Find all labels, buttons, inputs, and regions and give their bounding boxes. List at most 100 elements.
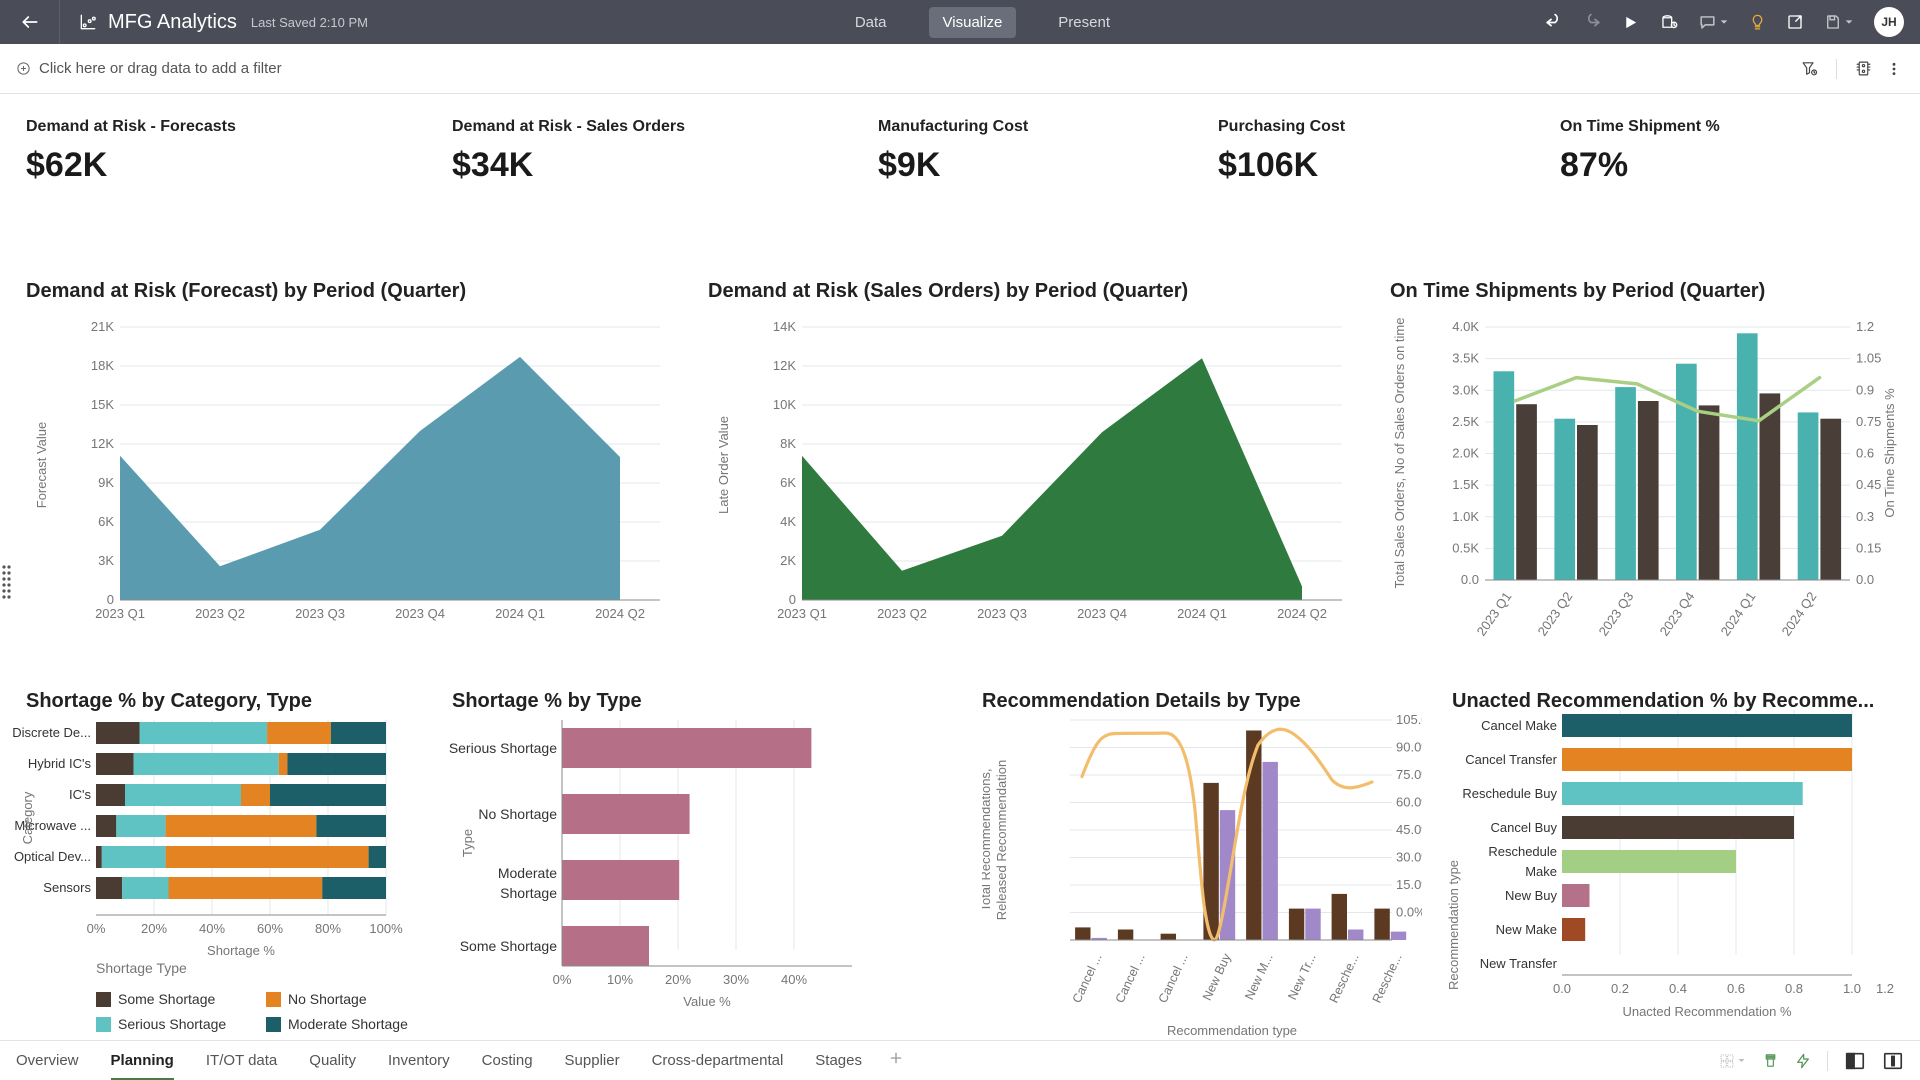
svg-text:Some Shortage: Some Shortage xyxy=(118,991,215,1007)
svg-text:Reschedule: Reschedule xyxy=(1488,844,1557,859)
svg-text:Forecast Value: Forecast Value xyxy=(34,422,49,508)
svg-text:12K: 12K xyxy=(91,436,114,451)
svg-text:Some Shortage: Some Shortage xyxy=(460,938,557,954)
svg-text:0.4: 0.4 xyxy=(1669,981,1687,996)
svg-text:Shortage %: Shortage % xyxy=(207,943,275,958)
svg-text:2023 Q4: 2023 Q4 xyxy=(1077,606,1127,621)
svg-text:Reschedule Buy: Reschedule Buy xyxy=(1462,786,1557,801)
svg-text:60%: 60% xyxy=(257,921,283,936)
svg-text:10K: 10K xyxy=(773,397,796,412)
svg-text:3.0K: 3.0K xyxy=(1452,382,1479,397)
svg-text:Serious Shortage: Serious Shortage xyxy=(118,1016,226,1032)
svg-text:Late Order Value: Late Order Value xyxy=(716,416,731,514)
svg-text:0%: 0% xyxy=(87,921,106,936)
svg-text:2023 Q1: 2023 Q1 xyxy=(777,606,827,621)
svg-text:Value %: Value % xyxy=(683,994,731,1009)
svg-text:20%: 20% xyxy=(665,972,691,987)
svg-text:0.2: 0.2 xyxy=(1611,981,1629,996)
svg-text:0.3: 0.3 xyxy=(1856,509,1874,524)
svg-text:0.0: 0.0 xyxy=(1856,572,1874,587)
svg-text:0.0: 0.0 xyxy=(1461,572,1479,587)
svg-text:18K: 18K xyxy=(91,358,114,373)
svg-text:0.15: 0.15 xyxy=(1856,540,1881,555)
svg-text:45.0%: 45.0% xyxy=(1396,822,1422,837)
svg-text:2.0K: 2.0K xyxy=(1452,446,1479,461)
svg-text:IC's: IC's xyxy=(69,787,91,802)
svg-text:Serious Shortage: Serious Shortage xyxy=(449,740,557,756)
svg-text:0.6: 0.6 xyxy=(1727,981,1745,996)
svg-text:2023 Q1: 2023 Q1 xyxy=(95,606,145,621)
svg-text:2024 Q1: 2024 Q1 xyxy=(1718,589,1759,638)
svg-text:3K: 3K xyxy=(98,553,114,568)
svg-text:Shortage Type: Shortage Type xyxy=(96,960,187,976)
svg-text:Total Recommendations,: Total Recommendations, xyxy=(982,768,993,911)
svg-text:Shortage: Shortage xyxy=(500,885,557,901)
svg-text:2024 Q1: 2024 Q1 xyxy=(495,606,545,621)
svg-text:2023 Q4: 2023 Q4 xyxy=(395,606,445,621)
svg-text:0.0%: 0.0% xyxy=(1396,905,1422,920)
svg-text:15.0%: 15.0% xyxy=(1396,877,1422,892)
svg-text:90.0%: 90.0% xyxy=(1396,740,1422,755)
svg-text:New Tr...: New Tr... xyxy=(1285,951,1319,1002)
svg-text:2023 Q3: 2023 Q3 xyxy=(295,606,345,621)
svg-text:Cancel ...: Cancel ... xyxy=(1070,951,1105,1005)
svg-text:Cancel Buy: Cancel Buy xyxy=(1491,820,1558,835)
svg-text:9K: 9K xyxy=(98,475,114,490)
svg-text:10%: 10% xyxy=(607,972,633,987)
svg-text:75.0%: 75.0% xyxy=(1396,767,1422,782)
svg-text:2023 Q3: 2023 Q3 xyxy=(1596,589,1637,638)
svg-text:0.75: 0.75 xyxy=(1856,414,1881,429)
svg-text:Moderate: Moderate xyxy=(498,865,557,881)
svg-text:New M...: New M... xyxy=(1242,951,1276,1002)
svg-text:100%: 100% xyxy=(369,921,403,936)
svg-text:New Make: New Make xyxy=(1496,922,1557,937)
svg-text:12K: 12K xyxy=(773,358,796,373)
svg-text:0%: 0% xyxy=(553,972,572,987)
svg-text:0: 0 xyxy=(107,592,114,607)
svg-text:Sensors: Sensors xyxy=(43,880,91,895)
svg-text:0.0: 0.0 xyxy=(1553,981,1571,996)
svg-text:Recommendation type: Recommendation type xyxy=(1167,1023,1297,1038)
svg-text:2K: 2K xyxy=(780,553,796,568)
svg-text:14K: 14K xyxy=(773,319,796,334)
svg-text:Resche...: Resche... xyxy=(1327,951,1362,1005)
svg-text:Make: Make xyxy=(1525,864,1557,879)
svg-text:Cancel ...: Cancel ... xyxy=(1113,951,1148,1005)
svg-text:Resche...: Resche... xyxy=(1370,951,1405,1005)
svg-text:Unacted Recommendation %: Unacted Recommendation % xyxy=(1622,1004,1792,1019)
svg-text:2024 Q1: 2024 Q1 xyxy=(1177,606,1227,621)
svg-text:15K: 15K xyxy=(91,397,114,412)
svg-text:60.0%: 60.0% xyxy=(1396,795,1422,810)
svg-text:6K: 6K xyxy=(98,514,114,529)
svg-text:3.5K: 3.5K xyxy=(1452,351,1479,366)
svg-text:On Time Shipments %: On Time Shipments % xyxy=(1882,388,1897,518)
svg-text:Optical Dev...: Optical Dev... xyxy=(14,849,91,864)
svg-text:2024 Q2: 2024 Q2 xyxy=(1779,589,1820,638)
svg-text:0.45: 0.45 xyxy=(1856,477,1881,492)
svg-text:Cancel Transfer: Cancel Transfer xyxy=(1465,752,1557,767)
svg-text:2023 Q2: 2023 Q2 xyxy=(195,606,245,621)
svg-text:30.0%: 30.0% xyxy=(1396,850,1422,865)
svg-text:4K: 4K xyxy=(780,514,796,529)
svg-text:80%: 80% xyxy=(315,921,341,936)
svg-text:Recommendation type: Recommendation type xyxy=(1446,860,1461,990)
svg-text:1.0: 1.0 xyxy=(1843,981,1861,996)
svg-text:40%: 40% xyxy=(199,921,225,936)
svg-text:Cancel ...: Cancel ... xyxy=(1156,951,1191,1005)
svg-text:New Buy: New Buy xyxy=(1505,888,1558,903)
svg-text:Hybrid IC's: Hybrid IC's xyxy=(28,756,92,771)
svg-text:Type: Type xyxy=(460,829,475,857)
svg-text:0.8: 0.8 xyxy=(1785,981,1803,996)
svg-text:30%: 30% xyxy=(723,972,749,987)
svg-text:1.0K: 1.0K xyxy=(1452,509,1479,524)
svg-text:2023 Q3: 2023 Q3 xyxy=(977,606,1027,621)
svg-text:0.6: 0.6 xyxy=(1856,446,1874,461)
svg-text:40%: 40% xyxy=(781,972,807,987)
svg-text:20%: 20% xyxy=(141,921,167,936)
svg-text:0.9: 0.9 xyxy=(1856,382,1874,397)
svg-text:4.0K: 4.0K xyxy=(1452,319,1479,334)
svg-text:1.05: 1.05 xyxy=(1856,351,1881,366)
svg-text:2024 Q2: 2024 Q2 xyxy=(595,606,645,621)
svg-text:1.2: 1.2 xyxy=(1856,319,1874,334)
svg-text:105.0%: 105.0% xyxy=(1396,712,1422,727)
